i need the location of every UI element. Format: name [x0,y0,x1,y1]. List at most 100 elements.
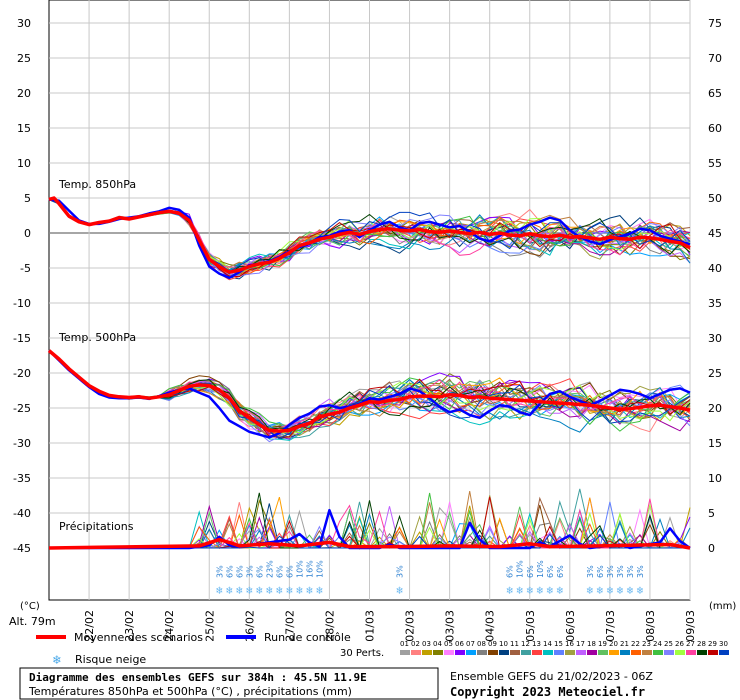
left-tick-label: 20 [17,87,31,100]
snowflake-icon: ❄ [556,584,563,597]
snowflake-icon: ❄ [597,584,604,597]
pert-swatch [411,650,421,655]
footer-subtitle: Températures 850hPa et 500hPa (°C) , pré… [28,685,352,698]
pert-number: 23 [642,640,651,648]
right-tick-label: 0 [708,542,715,555]
snow-risk-pct: 10% [536,560,545,578]
pert-swatch [433,650,443,655]
snow-risk-markers: 3%❄6%❄6%❄3%❄6%❄23%❄6%❄6%❄10%❄16%❄10%❄3%❄… [215,560,645,597]
pert-swatch [642,650,652,655]
left-tick-label: -10 [13,297,31,310]
pert-number: 16 [565,640,574,648]
pert-number: 18 [587,640,596,648]
snowflake-icon: ❄ [516,584,523,597]
left-tick-label: -5 [20,262,31,275]
legend-control-label: Run de contrôle [264,631,351,644]
pert-swatch [708,650,718,655]
date-tick-label: 07/03 [604,610,617,642]
pert-swatch [488,650,498,655]
right-tick-label: 15 [708,437,722,450]
right-tick-label: 65 [708,87,722,100]
date-tick-label: 04/03 [484,610,497,642]
left-tick-label: 30 [17,17,31,30]
pert-number: 30 [719,640,728,648]
panel-label-850: Temp. 850hPa [58,178,136,191]
mean-500-line [47,349,691,433]
date-tick-label: 09/03 [684,610,697,642]
snow-risk-pct: 3% [586,565,595,578]
snow-risk-pct: 6% [526,565,535,578]
pert-swatch [598,650,608,655]
snow-risk-pct: 6% [285,565,294,578]
snow-risk-pct: 6% [255,565,264,578]
snowflake-icon: ❄ [526,584,533,597]
left-tick-label: 5 [24,192,31,205]
snowflake-icon: ❄ [236,584,243,597]
altitude-label: Alt. 79m [9,615,56,628]
footer-title-box [19,667,439,700]
panel-label-500: Temp. 500hPa [58,331,136,344]
snow-risk-pct: 6% [546,565,555,578]
right-tick-label: 55 [708,157,722,170]
snow-risk-pct: 3% [616,565,625,578]
pert-swatch [400,650,410,655]
snowflake-icon: ❄ [246,584,253,597]
snow-risk-pct: 3% [626,565,635,578]
snowflake-icon: ❄ [52,653,61,668]
right-tick-label: 70 [708,52,722,65]
pert-number: 15 [554,640,563,648]
snowflake-icon: ❄ [607,584,614,597]
left-tick-label: -45 [13,542,31,555]
date-tick-label: 24/02 [163,610,176,642]
pert-swatch [521,650,531,655]
pert-number: 27 [686,640,695,648]
pert-swatch [576,650,586,655]
pert-number: 25 [664,640,673,648]
right-tick-label: 45 [708,227,722,240]
pert-number: 26 [675,640,684,648]
pert-swatch [565,650,575,655]
pert-number: 03 [422,640,431,648]
pert-number: 04 [433,640,442,648]
left-tick-label: 15 [17,122,31,135]
pert-swatch [554,650,564,655]
pert-number: 20 [609,640,618,648]
date-tick-label: 28/02 [323,610,336,642]
pert-number: 06 [455,640,464,648]
pert-number: 01 [400,640,409,648]
pert-number: 02 [411,640,420,648]
pert-number: 22 [631,640,640,648]
snow-risk-pct: 6% [225,565,234,578]
legend-mean-label: Moyenne des scénarios [74,631,203,644]
pert-swatch [510,650,520,655]
pert-number: 17 [576,640,585,648]
legend-perts-label: 30 Perts. [340,648,384,659]
date-tick-label: 03/03 [444,610,457,642]
pert-swatch [620,650,630,655]
pert-swatch [455,650,465,655]
pert-number: 13 [532,640,541,648]
date-tick-label: 06/03 [564,610,577,642]
date-tick-label: 05/03 [524,610,537,642]
snow-risk-pct: 3% [636,565,645,578]
date-tick-label: 27/02 [283,610,296,642]
snowflake-icon: ❄ [266,584,273,597]
snowflake-icon: ❄ [396,584,403,597]
perturbation-legend: 01 02 03 04 05 06 07 08 09 10 11 12 13 14 15 16 17 18 19 20… [400,640,729,655]
right-tick-label: 20 [708,402,722,415]
left-tick-label: 10 [17,157,31,170]
right-tick-label: 35 [708,297,722,310]
pert-swatch [664,650,674,655]
date-tick-label: 01/03 [364,610,377,642]
pert-swatch [653,650,663,655]
left-axis-unit: (°C) [20,601,40,612]
snow-risk-pct: 6% [275,565,284,578]
right-tick-label: 75 [708,17,722,30]
snow-risk-pct: 10% [516,560,525,578]
mean-850-line [48,196,691,274]
pert-swatch [686,650,696,655]
pert-number: 28 [697,640,706,648]
left-tick-label: -40 [13,507,31,520]
